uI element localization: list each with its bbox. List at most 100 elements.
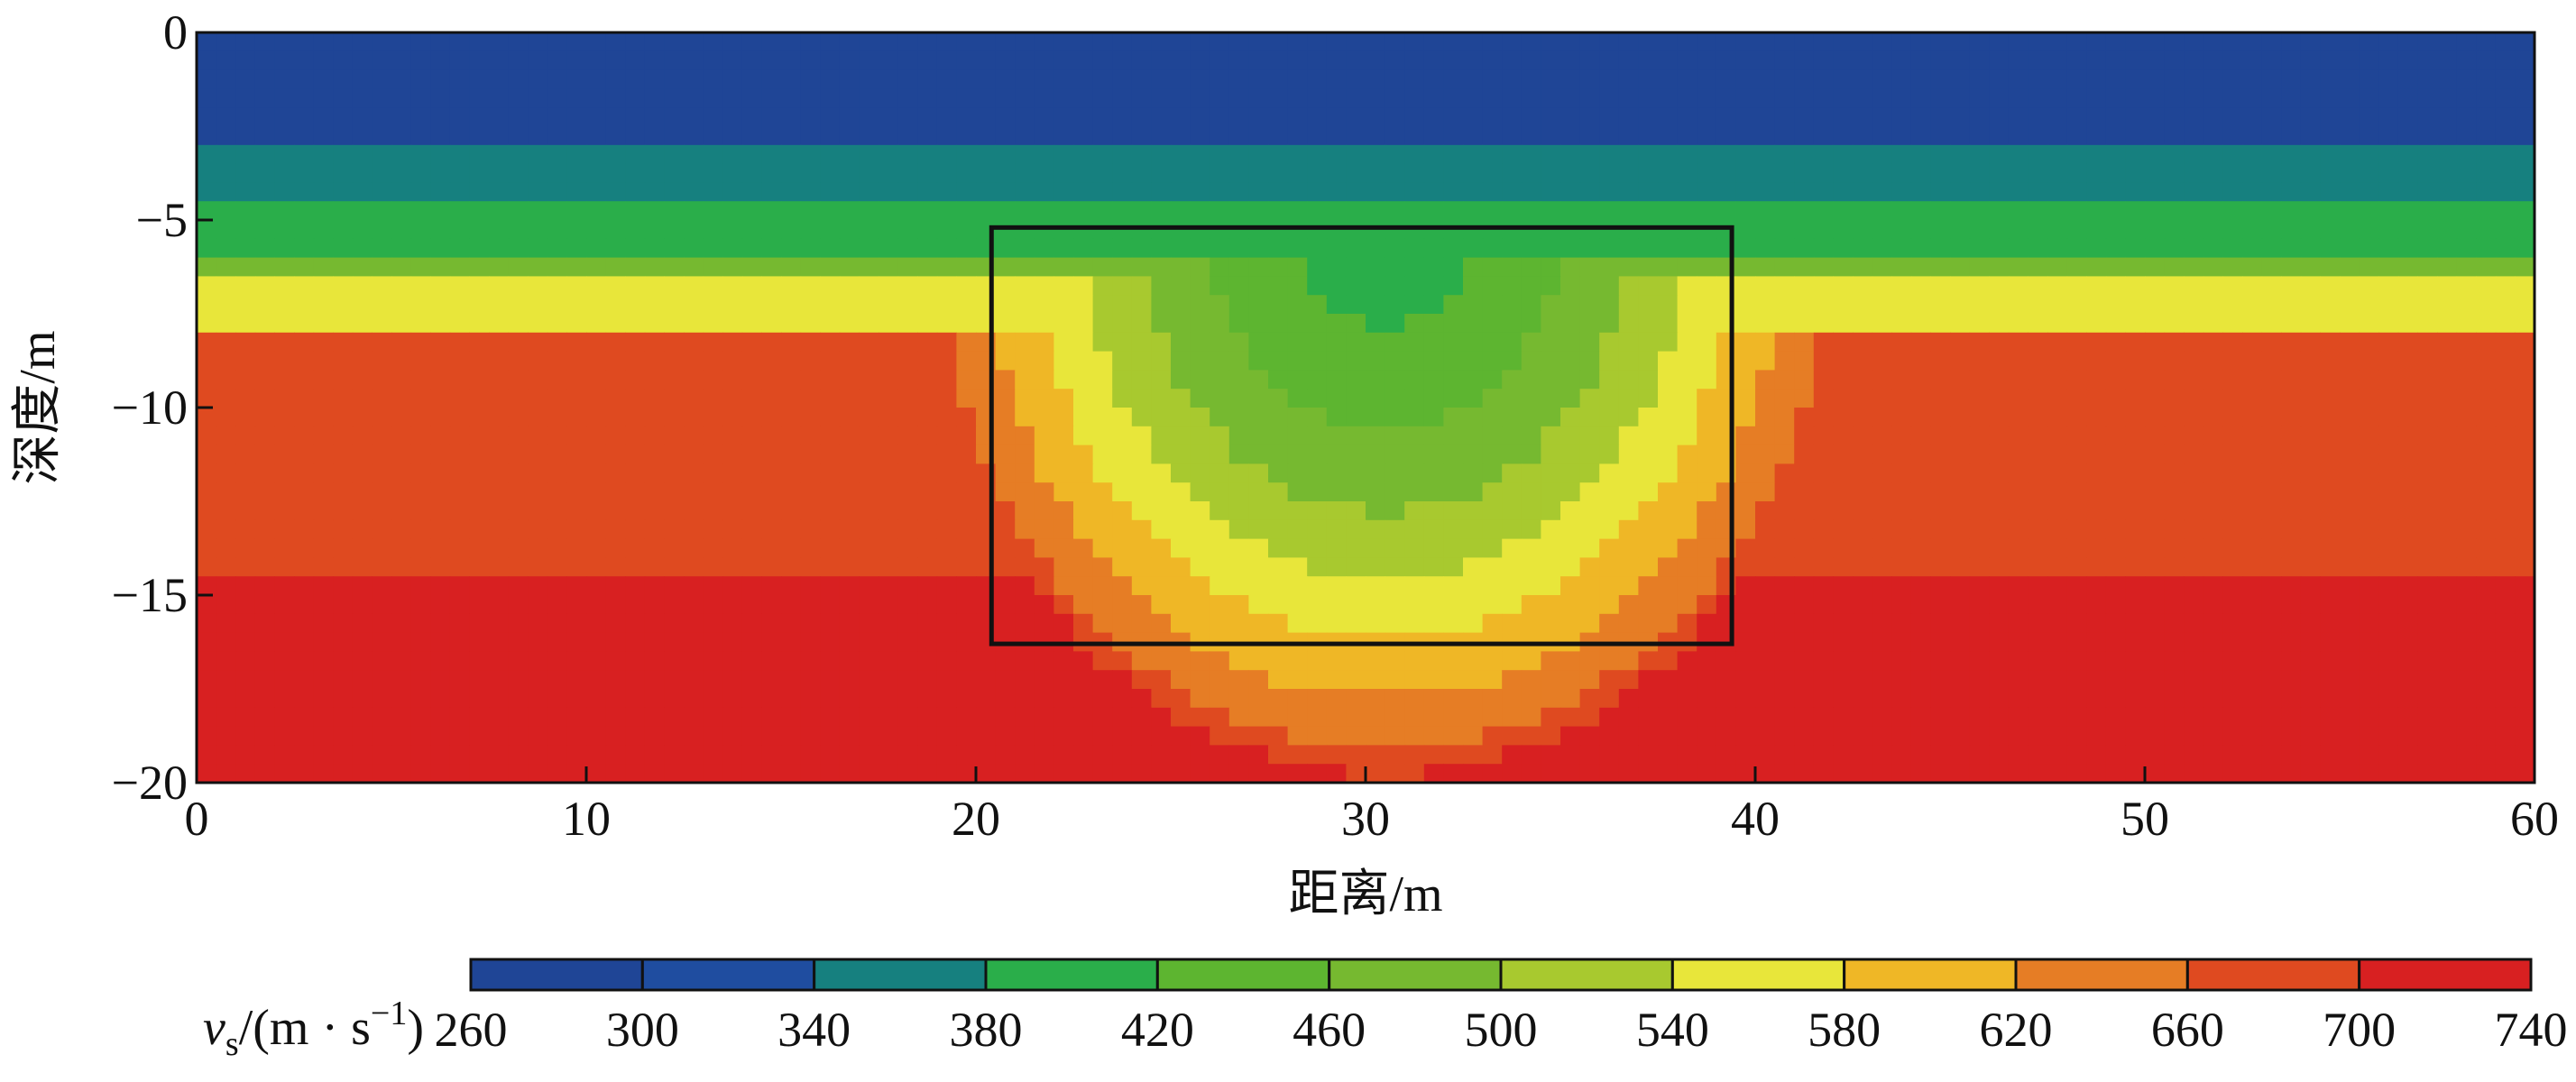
heatmap-cell: [449, 107, 470, 127]
heatmap-cell: [2456, 332, 2477, 353]
heatmap-cell: [1423, 276, 1444, 296]
heatmap-cell: [2476, 314, 2497, 334]
heatmap-cell: [1463, 482, 1484, 502]
heatmap-cell: [1210, 651, 1230, 671]
heatmap-cell: [1579, 426, 1600, 446]
heatmap-cell: [1210, 69, 1230, 89]
heatmap-cell: [2203, 276, 2223, 296]
heatmap-cell: [1677, 576, 1697, 596]
heatmap-cell: [1910, 482, 1931, 502]
heatmap-cell: [1833, 163, 1854, 183]
heatmap-cell: [1697, 501, 1717, 521]
heatmap-cell: [605, 107, 626, 127]
heatmap-cell: [1366, 351, 1386, 371]
heatmap-cell: [449, 370, 470, 390]
heatmap-cell: [2164, 332, 2185, 353]
heatmap-cell: [1774, 32, 1795, 52]
heatmap-cell: [1521, 501, 1541, 521]
heatmap-cell: [2300, 445, 2321, 464]
heatmap-cell: [1618, 482, 1639, 502]
heatmap-cell: [2378, 201, 2399, 221]
heatmap-cell: [1326, 689, 1347, 709]
heatmap-cell: [917, 726, 938, 746]
heatmap-cell: [1697, 107, 1717, 127]
heatmap-cell: [1326, 257, 1347, 277]
heatmap-cell: [372, 670, 392, 690]
heatmap-cell: [1618, 238, 1639, 259]
heatmap-cell: [1151, 764, 1172, 783]
heatmap-cell: [1112, 726, 1133, 746]
heatmap-cell: [2456, 726, 2477, 746]
heatmap-cell: [333, 445, 354, 464]
heatmap-cell: [586, 689, 607, 709]
heatmap-cell: [1989, 332, 2010, 353]
heatmap-cell: [1541, 482, 1561, 502]
heatmap-cell: [664, 689, 685, 709]
heatmap-cell: [956, 745, 977, 765]
heatmap-cell: [508, 201, 529, 221]
heatmap-cell: [1677, 370, 1697, 390]
heatmap-cell: [1716, 163, 1736, 183]
heatmap-cell: [1560, 276, 1581, 296]
heatmap-cell: [2242, 50, 2263, 71]
heatmap-cell: [1073, 32, 1094, 52]
heatmap-cell: [1034, 50, 1054, 71]
heatmap-cell: [235, 632, 256, 652]
heatmap-cell: [2047, 445, 2068, 464]
heatmap-cell: [703, 651, 723, 671]
heatmap-cell: [254, 651, 275, 671]
heatmap-cell: [2222, 726, 2243, 746]
heatmap-cell: [2417, 557, 2438, 577]
heatmap-cell: [2028, 257, 2048, 277]
heatmap-cell: [2047, 519, 2068, 540]
heatmap-cell: [936, 595, 957, 615]
heatmap-cell: [781, 201, 802, 221]
heatmap-cell: [2184, 182, 2204, 202]
colorbar-bin: [1328, 958, 1503, 992]
heatmap-cell: [1366, 707, 1386, 728]
heatmap-cell: [294, 538, 315, 558]
heatmap-cell: [1755, 632, 1776, 652]
heatmap-cell: [1950, 557, 1971, 577]
heatmap-cell: [820, 126, 841, 146]
heatmap-cell: [2476, 126, 2497, 146]
heatmap-cell: [839, 745, 860, 765]
heatmap-cell: [566, 501, 587, 521]
heatmap-cell: [2515, 182, 2535, 202]
heatmap-cell: [1463, 689, 1484, 709]
heatmap-cell: [1794, 707, 1815, 728]
heatmap-cell: [1443, 707, 1464, 728]
heatmap-cell: [2145, 69, 2166, 89]
heatmap-cell: [2125, 519, 2146, 540]
heatmap-cell: [2397, 370, 2418, 390]
heatmap-cell: [235, 238, 256, 259]
heatmap-cell: [2495, 689, 2516, 709]
heatmap-cell: [1950, 107, 1971, 127]
heatmap-cell: [1579, 651, 1600, 671]
heatmap-cell: [2437, 613, 2458, 634]
heatmap-cell: [1268, 707, 1289, 728]
heatmap-cell: [449, 463, 470, 483]
heatmap-cell: [820, 689, 841, 709]
heatmap-cell: [449, 295, 470, 315]
heatmap-cell: [1989, 201, 2010, 221]
heatmap-cell: [761, 707, 782, 728]
heatmap-cell: [1735, 501, 1756, 521]
heatmap-cell: [1599, 745, 1620, 765]
heatmap-cell: [917, 88, 938, 108]
heatmap-cell: [2495, 426, 2516, 446]
heatmap-cell: [2456, 126, 2477, 146]
heatmap-cell: [839, 182, 860, 202]
heatmap-cell: [1521, 445, 1541, 464]
heatmap-cell: [216, 651, 236, 671]
heatmap-cell: [1910, 463, 1931, 483]
heatmap-cell: [1735, 276, 1756, 296]
heatmap-cell: [781, 351, 802, 371]
heatmap-cell: [449, 332, 470, 353]
heatmap-cell: [294, 163, 315, 183]
heatmap-cell: [2261, 707, 2282, 728]
heatmap-cell: [897, 32, 918, 52]
heatmap-cell: [917, 220, 938, 240]
heatmap-cell: [1463, 257, 1484, 277]
heatmap-cell: [1950, 295, 1971, 315]
